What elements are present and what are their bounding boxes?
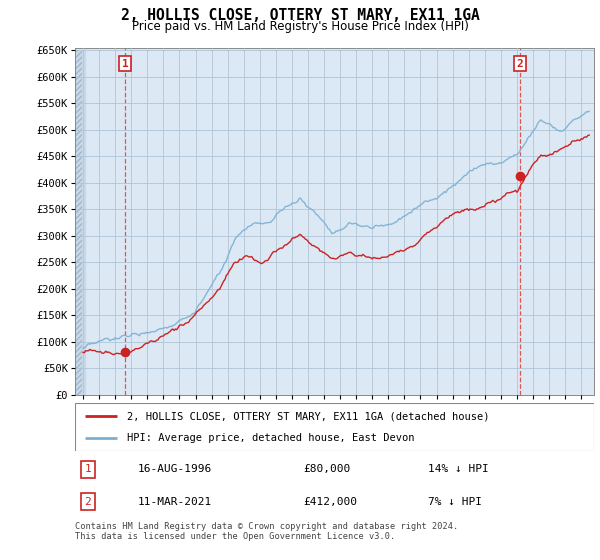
Text: £80,000: £80,000 <box>304 464 350 474</box>
Text: £412,000: £412,000 <box>304 497 358 507</box>
Text: HPI: Average price, detached house, East Devon: HPI: Average price, detached house, East… <box>127 433 415 443</box>
Text: 2: 2 <box>85 497 91 507</box>
Text: Price paid vs. HM Land Registry's House Price Index (HPI): Price paid vs. HM Land Registry's House … <box>131 20 469 32</box>
Text: 2, HOLLIS CLOSE, OTTERY ST MARY, EX11 1GA: 2, HOLLIS CLOSE, OTTERY ST MARY, EX11 1G… <box>121 8 479 24</box>
Text: Contains HM Land Registry data © Crown copyright and database right 2024.
This d: Contains HM Land Registry data © Crown c… <box>75 522 458 542</box>
Text: 2, HOLLIS CLOSE, OTTERY ST MARY, EX11 1GA (detached house): 2, HOLLIS CLOSE, OTTERY ST MARY, EX11 1G… <box>127 411 490 421</box>
Text: 1: 1 <box>122 58 128 68</box>
Text: 14% ↓ HPI: 14% ↓ HPI <box>428 464 488 474</box>
Text: 7% ↓ HPI: 7% ↓ HPI <box>428 497 482 507</box>
Text: 16-AUG-1996: 16-AUG-1996 <box>137 464 212 474</box>
Text: 2: 2 <box>517 58 523 68</box>
Text: 1: 1 <box>85 464 91 474</box>
Polygon shape <box>75 50 85 395</box>
Text: 11-MAR-2021: 11-MAR-2021 <box>137 497 212 507</box>
